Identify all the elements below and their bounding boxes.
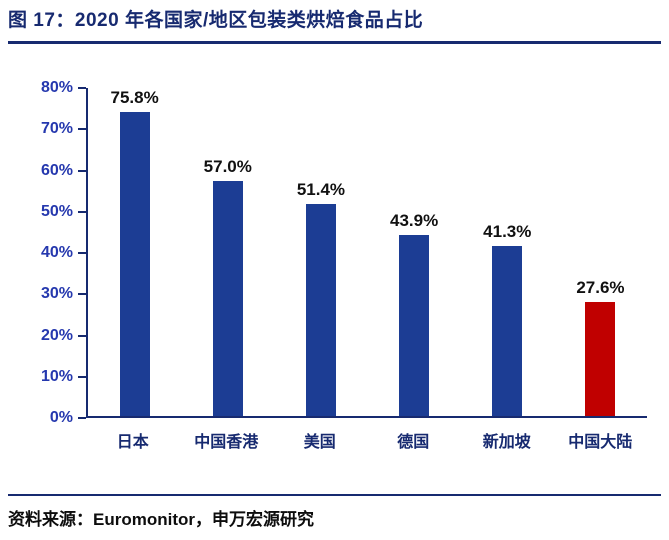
- y-tick-mark: [78, 87, 86, 89]
- y-tick-mark: [78, 375, 86, 378]
- footer-divider: [8, 494, 661, 496]
- bar-column: 75.8%: [88, 88, 181, 416]
- bar-value-label: 43.9%: [390, 210, 439, 230]
- x-axis-category-label: 美国: [303, 434, 336, 451]
- bar-value-label: 41.3%: [483, 221, 532, 241]
- y-tick: 70%: [41, 120, 86, 138]
- bar-column: 57.0%: [181, 88, 274, 416]
- y-tick-mark: [78, 210, 86, 213]
- bar: [492, 245, 523, 416]
- y-tick: 80%: [41, 79, 86, 97]
- y-tick-label: 40%: [40, 244, 73, 261]
- bar-value-label: 75.8%: [110, 88, 159, 107]
- figure-header: 图 17：2020 年各国家/地区包装类烘焙食品占比: [0, 0, 669, 44]
- y-tick: 10%: [41, 368, 86, 386]
- y-tick: 50%: [41, 203, 86, 221]
- bar-column: 27.6%: [554, 88, 647, 416]
- bar-column: 41.3%: [461, 88, 554, 416]
- y-tick-mark: [78, 417, 86, 419]
- header-divider: [8, 41, 661, 44]
- y-tick-mark: [78, 169, 86, 172]
- y-tick-mark: [78, 252, 86, 254]
- bar-column: 51.4%: [274, 88, 367, 416]
- figure-title: 图 17：2020 年各国家/地区包装类烘焙食品占比: [8, 10, 424, 31]
- x-axis-category-label: 新加坡: [482, 434, 531, 451]
- y-tick-label: 0%: [49, 409, 73, 426]
- y-tick-label: 50%: [40, 202, 73, 220]
- bar: [119, 112, 150, 416]
- bar-chart: 80% 70% 60% 50% 40% 30% 20% 10% 0% 75.8% 57.0% 51.…: [0, 79, 669, 452]
- bar: [585, 302, 616, 416]
- y-axis: 80% 70% 60% 50% 40% 30% 20% 10% 0%: [0, 79, 86, 426]
- y-tick-label: 30%: [40, 285, 73, 303]
- bar: [399, 234, 430, 416]
- y-tick-mark: [78, 334, 86, 337]
- figure-footer: 资料来源：Euromonitor，申万宏源研究: [0, 494, 669, 540]
- bar-value-label: 27.6%: [576, 278, 625, 298]
- y-tick-label: 70%: [40, 120, 73, 138]
- y-tick-label: 80%: [40, 79, 73, 96]
- y-tick-mark: [78, 128, 86, 131]
- y-tick: 20%: [41, 327, 86, 345]
- y-tick-label: 60%: [40, 161, 73, 179]
- bar: [305, 203, 336, 416]
- y-tick: 30%: [41, 285, 86, 303]
- x-axis-labels: 日本 中国香港 美国 德国 新加坡 中国大陆: [86, 428, 647, 452]
- bar-value-label: 57.0%: [203, 156, 252, 176]
- bar: [212, 180, 243, 416]
- y-tick-label: 10%: [40, 367, 73, 385]
- bars-row: 75.8% 57.0% 51.4% 43.9% 41.3% 27.6%: [88, 88, 647, 416]
- plot-area: 75.8% 57.0% 51.4% 43.9% 41.3% 27.6%: [86, 88, 647, 418]
- source-text: 资料来源：Euromonitor，申万宏源研究: [8, 510, 314, 529]
- y-tick-label: 20%: [40, 326, 73, 344]
- y-tick: 40%: [41, 244, 86, 262]
- bar-column: 43.9%: [368, 88, 461, 416]
- x-axis-category-label: 中国大陆: [568, 434, 633, 451]
- y-tick: 0%: [50, 409, 86, 427]
- y-tick-mark: [78, 293, 86, 296]
- x-axis-category-label: 德国: [397, 434, 430, 451]
- x-axis-category-label: 中国香港: [194, 434, 259, 451]
- bar-value-label: 51.4%: [296, 179, 346, 199]
- y-tick: 60%: [41, 162, 86, 180]
- x-axis-category-label: 日本: [116, 434, 149, 451]
